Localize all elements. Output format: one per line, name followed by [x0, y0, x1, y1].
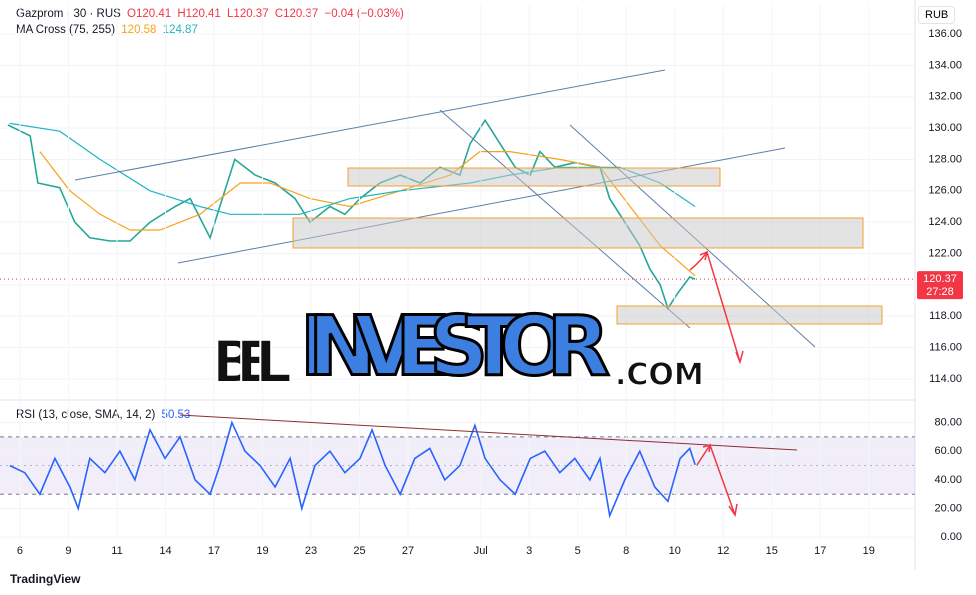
- y-tick-label: 130.00: [928, 122, 962, 134]
- channel-line: [74, 69, 666, 181]
- series-line: [7, 118, 696, 311]
- price-tag-label: 120.37: [923, 273, 957, 285]
- rsi-legend: RSI (13, close, SMA, 14, 2) 50.53: [16, 409, 193, 421]
- zone: [347, 167, 721, 187]
- x-tick-label: 10: [669, 545, 681, 557]
- x-tick-label: 15: [766, 545, 778, 557]
- x-tick-label: 17: [814, 545, 826, 557]
- x-tick-label: 3: [526, 545, 532, 557]
- indicator: MA Cross (75, 255): [16, 24, 116, 36]
- x-tick-label: 12: [717, 545, 729, 557]
- chart: 114.00 116.00 118.00 12 0.00 122.00 124.00 126.…: [0, 0, 963, 570]
- y-tick-label: 132.00: [928, 91, 962, 103]
- x-tick-label: 25: [353, 545, 365, 557]
- y-tick-label: 124.00: [928, 216, 962, 228]
- y-tick-label: 114.00: [929, 373, 962, 385]
- trend-line: [179, 414, 798, 451]
- ma-value: 120.58: [121, 24, 157, 36]
- y-tick-label: 118.00: [929, 310, 962, 322]
- watermark-text: .COM: [615, 358, 704, 393]
- y-tick-label: 136.00: [928, 28, 962, 40]
- countdown: 27:28: [926, 286, 954, 298]
- ma-legend: MA Cross (75, 255) 120.58 124.87: [16, 24, 201, 36]
- x-tick-label: 11: [111, 545, 122, 557]
- x-tick-label: 27: [402, 545, 414, 557]
- arrow: [689, 251, 741, 363]
- ohlc: O120.41: [127, 8, 172, 20]
- x-tick-label: 14: [159, 545, 171, 557]
- x-tick-label: Jul: [474, 545, 488, 557]
- x-tick-label: 19: [256, 545, 268, 557]
- ma-value: 124.87: [162, 24, 198, 36]
- currency-button[interactable]: RUB: [918, 6, 956, 24]
- y-tick-label: 128.00: [928, 153, 962, 165]
- y-tick-label: 0.00: [941, 531, 962, 543]
- x-tick-label: 6: [17, 545, 23, 557]
- brand: TradingView: [10, 572, 80, 586]
- ohlc: H120.41: [177, 8, 221, 20]
- ohlc: L120.37: [227, 8, 269, 20]
- brand-text: TradingView: [10, 572, 81, 586]
- watermark-text: INVESTOR: [300, 299, 610, 394]
- x-tick-label: 23: [305, 545, 317, 557]
- x-tick-label: 5: [575, 545, 581, 557]
- y-tick-label: 122.00: [928, 247, 962, 259]
- ohlc: C120.37: [274, 8, 319, 20]
- channel-line: [177, 147, 786, 264]
- change: −0.04 (−0.03%): [324, 8, 404, 20]
- watermark-text: BEL: [212, 328, 292, 396]
- series-line: [9, 420, 696, 519]
- x-tick-label: 9: [65, 545, 71, 557]
- arrow: [696, 443, 738, 517]
- x-tick-label: 8: [623, 545, 629, 557]
- x-tick-label: 17: [208, 545, 220, 557]
- x-tick-label: 19: [863, 545, 875, 557]
- y-tick-label: 60.00: [934, 445, 962, 457]
- zone: [292, 217, 864, 249]
- rsi-value: 50.53: [161, 409, 191, 421]
- drawings: [74, 69, 883, 517]
- y-tick-label: 134.00: [928, 59, 962, 71]
- watermark: BEL INVESTOR .COM: [211, 298, 704, 397]
- indicator: RSI (13, close, SMA, 14, 2): [16, 409, 156, 421]
- arrow-head: [699, 250, 744, 365]
- y-tick-label: 40.00: [934, 474, 962, 486]
- y-tick-label: 116.00: [929, 342, 962, 354]
- price-tag: [917, 271, 963, 300]
- symbol-legend: Gazprom · 30 · RUS O120.41 H120.41 L120.…: [16, 8, 407, 20]
- y-tick-label: 20.00: [934, 502, 962, 514]
- y-tick-label: 126.00: [928, 185, 962, 197]
- zone: [616, 305, 883, 325]
- y-tick-label: 80.00: [934, 417, 962, 429]
